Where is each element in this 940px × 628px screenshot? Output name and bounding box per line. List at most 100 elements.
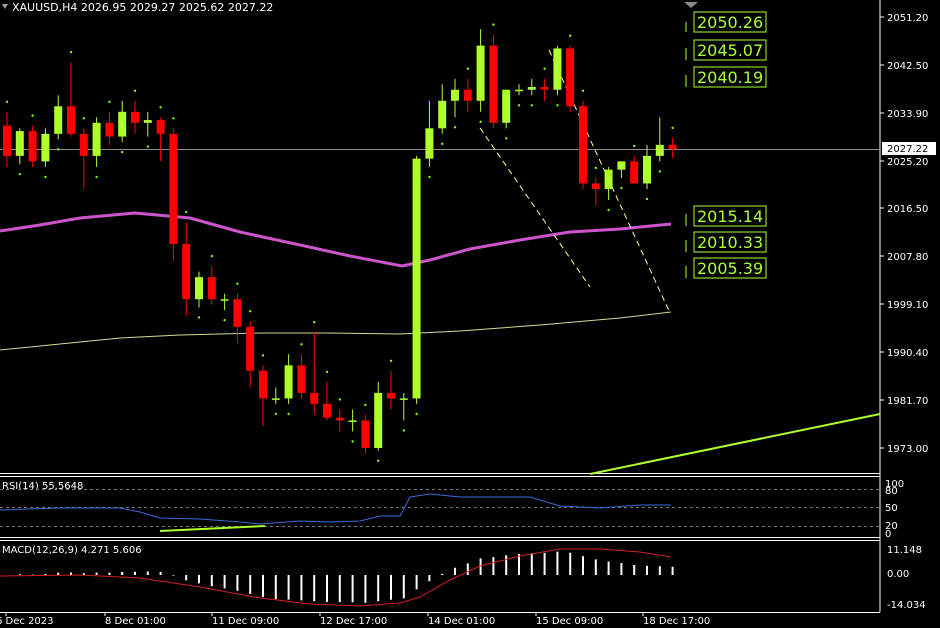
candle [515,84,523,96]
psar-dot [185,210,188,214]
psar-dot [44,175,47,179]
price-axis[interactable]: 2051.20 2042.50 2033.90 2025.20 2016.50 … [880,13,928,455]
macd-signal-line [0,548,672,607]
psar-dot [69,50,73,54]
psar-dot [377,459,380,462]
support-trendline[interactable] [589,413,881,475]
candle-body [579,106,587,184]
candle-body [527,86,536,90]
macd-panel[interactable]: MACD(12,26,9) 4.271 5.606 11.148 0.00 -1… [0,545,926,611]
level-box-2040[interactable]: 2040.19 [685,66,767,88]
psar-dot [530,104,533,107]
support-levels[interactable]: 2015.14 2010.33 2005.39 [685,205,767,279]
psar-dot [453,126,457,129]
candle [643,144,651,189]
psar-dot [95,175,98,179]
candle-body [169,133,178,245]
candle [105,111,114,145]
slow-moving-average [0,311,672,351]
time-label: 15 Dec 09:00 [535,612,603,627]
candle [387,370,395,410]
price-tick: 2042.50 [880,61,928,72]
candle-body [643,155,651,184]
level-box-2050[interactable]: 2050.26 [685,11,767,33]
rsi-line [0,493,671,525]
candle [566,45,575,112]
svg-text:12 Dec 17:00: 12 Dec 17:00 [320,616,387,627]
channel-lower-line[interactable] [479,127,591,288]
candle [591,177,600,206]
psar-dot [274,412,277,416]
level-box-2045[interactable]: 2045.07 [685,39,767,61]
psar-dot [197,316,201,319]
psar-dot [466,67,469,70]
candle-body [54,106,63,134]
price-tick: 1999.10 [880,300,928,311]
svg-text:11 Dec 09:00: 11 Dec 09:00 [212,616,279,627]
level-box-2015[interactable]: 2015.14 [685,205,767,227]
rsi-panel[interactable]: RSI(14) 55.5648 100 80 50 20 0 [0,479,904,540]
svg-text:2045.07: 2045.07 [697,41,763,60]
candle-body [604,169,613,189]
psar-dot [5,100,9,103]
candle [630,155,639,184]
psar-dot [18,172,21,176]
candle [463,78,472,112]
psar-dot [57,148,60,151]
candle-body [131,111,139,123]
rsi-divergence-line[interactable] [159,525,266,532]
candle-body [15,131,24,156]
psar-dot [146,145,149,148]
candle [118,100,127,143]
svg-text:2040.19: 2040.19 [697,68,763,87]
candle-body [105,122,114,137]
candle [489,34,498,129]
svg-text:1973.00: 1973.00 [887,444,928,455]
candle [297,354,306,399]
svg-text:2033.90: 2033.90 [887,109,928,120]
candle [182,222,191,316]
price-tick: 1990.40 [880,348,928,359]
candle-body [246,326,255,371]
symbol-dropdown-icon[interactable] [2,4,8,9]
psar-dot [556,104,559,107]
level-box-2010[interactable]: 2010.33 [685,231,767,253]
svg-text:11.148: 11.148 [887,545,922,556]
candle-body [425,128,434,159]
candle-body [489,45,498,123]
candle [156,117,165,162]
psar-dot [645,197,649,201]
candle [604,166,613,200]
level-box-2005[interactable]: 2005.39 [685,257,767,279]
price-tick: 1973.00 [880,444,928,455]
psar-dot [671,126,674,130]
psar-dot [658,170,661,173]
psar-dot [389,359,393,363]
psar-dot [159,106,162,109]
svg-text:14 Dec 01:00: 14 Dec 01:00 [428,616,495,627]
psar-dot [287,412,290,416]
candle [617,161,626,178]
rsi-axis: 100 80 50 20 0 [885,479,904,540]
candle-body [335,417,344,421]
fast-moving-average [0,211,672,268]
candle [425,100,434,167]
svg-text:20: 20 [885,521,898,532]
psar-dot [313,321,316,324]
candle-body [348,420,357,422]
svg-text:2007.80: 2007.80 [887,252,928,263]
psar-dot [210,254,213,258]
svg-text:2015.14: 2015.14 [697,207,763,226]
candle [451,78,459,118]
candle-body [399,398,408,400]
time-axis[interactable]: 6 Dec 2023 8 Dec 01:00 11 Dec 09:00 12 D… [0,612,710,627]
current-price-tag: 2027.22 [882,142,936,155]
candle [335,409,344,432]
time-label: 14 Dec 01:00 [427,612,495,627]
svg-text:2010.33: 2010.33 [697,233,763,252]
resistance-levels[interactable]: 2050.26 2045.07 2040.19 [685,11,767,88]
candle-body [323,403,331,418]
candle [655,117,664,162]
symbol-header: XAUUSD,H4 2026.95 2029.27 2025.62 2027.2… [12,1,273,14]
